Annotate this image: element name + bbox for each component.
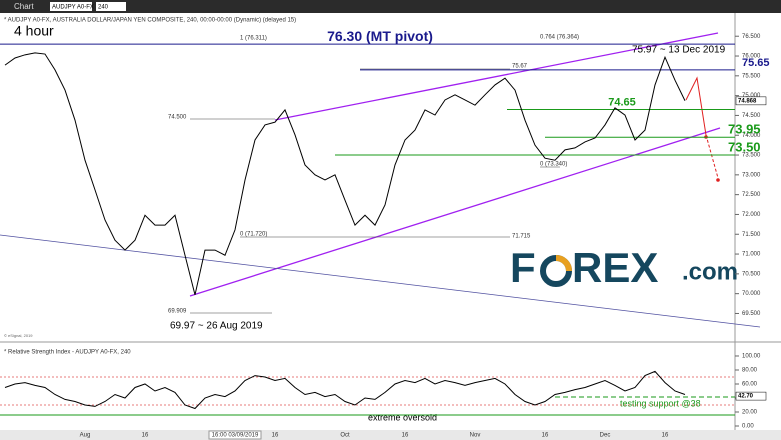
toolbar bbox=[0, 0, 781, 13]
annotation: testing support @38 bbox=[620, 398, 701, 408]
x-tick-label: 16 bbox=[272, 433, 279, 439]
annotation: extreme oversold bbox=[368, 412, 437, 422]
last-value-box bbox=[735, 391, 767, 401]
fib-label: 0 (71.720) bbox=[240, 232, 267, 238]
symbol-box[interactable] bbox=[50, 2, 92, 11]
level-label: 73.50 bbox=[728, 139, 761, 154]
y-tick-label: 73.000 bbox=[742, 172, 761, 178]
x-tick-label: 16 bbox=[142, 433, 149, 439]
y-tick-label: 72.500 bbox=[742, 192, 761, 198]
interval-box[interactable] bbox=[96, 2, 126, 11]
rsi-title: * Relative Strength Index - AUDJPY A0-FX… bbox=[4, 350, 131, 356]
logo-text: REX bbox=[572, 244, 658, 291]
logo-text: F bbox=[510, 244, 536, 291]
fib-label: 74.500 bbox=[168, 115, 187, 121]
last-value-box bbox=[735, 96, 767, 106]
fib-label: 0 (73.340) bbox=[540, 162, 567, 168]
y-tick-label: 75.000 bbox=[742, 93, 761, 99]
x-axis-bar bbox=[0, 430, 781, 440]
level-label: 76.30 (MT pivot) bbox=[327, 28, 433, 44]
y-tick-label: 71.000 bbox=[742, 252, 761, 258]
logo-text: .com bbox=[682, 258, 738, 285]
forecast-path bbox=[705, 134, 719, 179]
y-tick-label: 74.000 bbox=[742, 133, 761, 139]
y-tick-label: 60.00 bbox=[742, 382, 758, 388]
x-tick-label: 16 bbox=[402, 433, 409, 439]
fib-label: 0.764 (76.364) bbox=[540, 35, 579, 41]
annotation: 75.97 ~ 13 Dec 2019 bbox=[632, 45, 726, 56]
y-tick-label: 75.500 bbox=[742, 73, 761, 79]
last-value-label: 74.868 bbox=[738, 98, 757, 104]
x-tick-label: Nov bbox=[470, 433, 481, 439]
x-tick-label: Oct bbox=[340, 433, 350, 439]
x-tick-label: 16 bbox=[542, 433, 549, 439]
y-tick-label: 73.500 bbox=[742, 153, 761, 159]
y-tick-label: 76.000 bbox=[742, 54, 761, 60]
y-tick-label: 20.00 bbox=[742, 410, 758, 416]
channel-lower bbox=[189, 127, 721, 297]
fib-label: 1 (76.311) bbox=[240, 36, 267, 42]
level-label: 73.95 bbox=[728, 122, 761, 137]
y-tick-label: 70.500 bbox=[742, 271, 761, 277]
credit: © eSignal, 2019 bbox=[4, 333, 33, 338]
y-tick-label: 72.000 bbox=[742, 212, 761, 218]
cursor-box bbox=[208, 430, 262, 440]
chart-subtitle: 4 hour bbox=[14, 23, 54, 39]
chart-title: * AUDJPY A0-FX, AUSTRALIA DOLLAR/JAPAN Y… bbox=[4, 18, 296, 24]
y-tick-label: 69.500 bbox=[742, 311, 761, 317]
series-line bbox=[4, 370, 686, 410]
fib-label: 69.909 bbox=[168, 309, 187, 315]
level-label: 75.65 bbox=[742, 57, 770, 69]
y-tick-label: 76.500 bbox=[742, 34, 761, 40]
forecast-dot bbox=[716, 178, 720, 182]
y-tick-label: 71.500 bbox=[742, 232, 761, 238]
symbol[interactable]: AUDJPY A0-FX bbox=[52, 5, 94, 11]
channel-upper bbox=[274, 32, 719, 121]
forecast-path bbox=[685, 76, 707, 136]
tab-label[interactable]: Chart bbox=[14, 2, 34, 11]
y-tick-label: 0.00 bbox=[742, 424, 754, 430]
x-tick-label: Aug bbox=[80, 433, 91, 439]
interval[interactable]: 240 bbox=[98, 5, 109, 11]
y-tick-label: 70.000 bbox=[742, 291, 761, 297]
series-line bbox=[4, 52, 686, 295]
x-tick-label: Dec bbox=[600, 433, 611, 439]
fib-label: 71.715 bbox=[512, 234, 531, 240]
logo: F REX .com bbox=[510, 244, 738, 291]
fib-label: 75.67 bbox=[512, 64, 528, 70]
y-tick-label: 80.00 bbox=[742, 368, 758, 374]
x-tick-label: 16:00 03/09/2019 bbox=[212, 433, 259, 439]
annotation: 69.97 ~ 26 Aug 2019 bbox=[170, 321, 263, 332]
trend-line bbox=[0, 234, 761, 328]
x-tick-label: 16 bbox=[662, 433, 669, 439]
logo-accent bbox=[555, 255, 572, 272]
y-tick-label: 74.500 bbox=[742, 113, 761, 119]
level-label: 74.65 bbox=[608, 96, 636, 108]
y-tick-label: 100.00 bbox=[742, 354, 761, 360]
last-value-label: 42.70 bbox=[738, 394, 754, 400]
